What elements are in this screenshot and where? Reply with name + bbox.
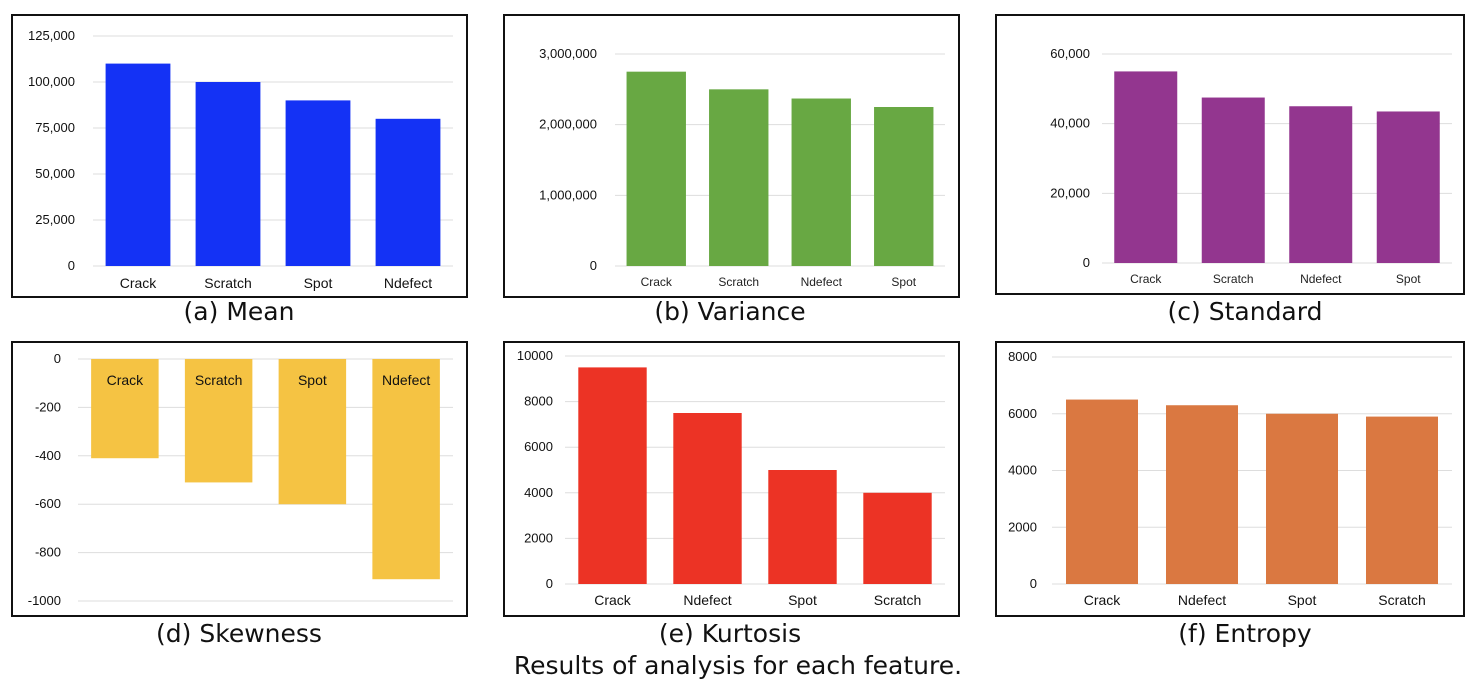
x-category-label: Ndefect <box>801 275 843 289</box>
y-tick-label: 0 <box>54 351 61 366</box>
x-category-label: Scratch <box>1378 592 1425 608</box>
caption-kurtosis: (e) Kurtosis <box>658 619 802 648</box>
y-tick-label: 0 <box>1083 255 1090 270</box>
y-tick-label: 60,000 <box>1050 46 1090 61</box>
bar <box>1114 71 1178 263</box>
chart-standard-panel: 0 20,000 40,000 60,000 Crack Scratch Ndefect Sp… <box>995 14 1465 295</box>
y-tick-label: 0 <box>590 258 597 273</box>
x-category-label: Spot <box>304 275 333 291</box>
y-tick-label: 75,000 <box>35 120 75 135</box>
y-tick-label: 4000 <box>1008 463 1037 478</box>
bar <box>1066 399 1138 584</box>
x-category-label: Scratch <box>204 275 251 291</box>
caption-variance: (b) Variance <box>654 297 806 326</box>
chart-entropy-panel: 0 2000 4000 6000 8000 Crack Ndefect Spot Scratch <box>995 341 1465 617</box>
bar <box>874 107 934 266</box>
x-category-label: Ndefect <box>384 275 432 291</box>
y-tick-label: 8000 <box>524 394 553 409</box>
y-tick-label: -800 <box>35 545 61 560</box>
bar <box>709 89 769 266</box>
y-tick-label: -1000 <box>28 593 61 608</box>
x-category-label: Spot <box>1288 592 1317 608</box>
bar <box>372 359 440 580</box>
chart-standard: 0 20,000 40,000 60,000 Crack Scratch Ndefect Sp… <box>1050 46 1452 286</box>
bar <box>1366 416 1438 584</box>
bar <box>105 63 171 266</box>
y-tick-label: 2000 <box>524 530 553 545</box>
x-category-label: Ndefect <box>382 372 430 388</box>
caption-mean: (a) Mean <box>183 297 295 326</box>
y-tick-label: 6000 <box>524 439 553 454</box>
x-category-label: Ndefect <box>683 592 731 608</box>
x-category-label: Crack <box>594 592 632 608</box>
bar <box>278 359 347 505</box>
bar <box>1166 405 1238 584</box>
chart-variance-panel: 0 1,000,000 2,000,000 3,000,000 Crack Scratch… <box>503 14 960 298</box>
bar <box>673 413 742 584</box>
bar <box>1376 111 1440 263</box>
y-tick-label: 3,000,000 <box>539 46 597 61</box>
y-tick-label: 50,000 <box>35 166 75 181</box>
x-category-label: Scratch <box>718 275 759 289</box>
x-category-label: Crack <box>1130 272 1162 286</box>
caption-entropy: (f) Entropy <box>1178 619 1312 648</box>
chart-mean: 0 25,000 50,000 75,000 100,000 125,000 Crack Sc… <box>28 28 453 291</box>
y-tick-label: 125,000 <box>28 28 75 43</box>
x-category-label: Crack <box>641 275 673 289</box>
y-tick-label: 8000 <box>1008 349 1037 364</box>
bar <box>578 367 647 584</box>
y-tick-label: 0 <box>68 258 75 273</box>
x-category-label: Crack <box>120 275 158 291</box>
bar <box>1201 97 1265 264</box>
caption-skewness: (d) Skewness <box>156 619 322 648</box>
x-category-label: Scratch <box>1213 272 1254 286</box>
x-category-label: Spot <box>1396 272 1421 286</box>
bar <box>768 470 837 584</box>
chart-variance: 0 1,000,000 2,000,000 3,000,000 Crack Scratch… <box>539 46 945 289</box>
chart-skewness-panel: 0 -200 -400 -600 -800 -1000 Crack Scratch Spot Nd… <box>11 341 468 617</box>
y-tick-label: 10000 <box>517 348 553 363</box>
x-category-label: Crack <box>107 372 145 388</box>
bar <box>863 492 932 584</box>
y-tick-label: -200 <box>35 399 61 414</box>
y-tick-label: 100,000 <box>28 74 75 89</box>
y-tick-label: -600 <box>35 496 61 511</box>
bar <box>375 118 441 266</box>
x-category-label: Scratch <box>874 592 921 608</box>
bar <box>1289 106 1353 263</box>
bar <box>195 82 261 266</box>
y-tick-label: 25,000 <box>35 212 75 227</box>
y-tick-label: 2000 <box>1008 519 1037 534</box>
y-tick-label: 40,000 <box>1050 116 1090 131</box>
x-category-label: Crack <box>1084 592 1122 608</box>
y-tick-label: 6000 <box>1008 406 1037 421</box>
bar <box>91 359 159 459</box>
x-category-label: Spot <box>891 275 916 289</box>
bar <box>791 98 851 267</box>
bar <box>184 359 253 483</box>
y-tick-label: 2,000,000 <box>539 117 597 132</box>
bar <box>626 71 686 266</box>
y-tick-label: 0 <box>546 576 553 591</box>
x-category-label: Ndefect <box>1300 272 1342 286</box>
y-tick-label: 1,000,000 <box>539 187 597 202</box>
bar <box>1266 413 1338 584</box>
caption-standard: (c) Standard <box>1167 297 1323 326</box>
figure-caption: Results of analysis for each feature. <box>513 651 963 680</box>
chart-skewness: 0 -200 -400 -600 -800 -1000 Crack Scratch Spot Nd… <box>28 351 453 608</box>
bar <box>285 100 351 267</box>
chart-kurtosis: 0 2000 4000 6000 8000 10000 Crack Ndefect Spot Sc… <box>517 348 945 608</box>
chart-kurtosis-panel: 0 2000 4000 6000 8000 10000 Crack Ndefect Spot Sc… <box>503 341 960 617</box>
x-category-label: Scratch <box>195 372 242 388</box>
chart-mean-panel: 0 25,000 50,000 75,000 100,000 125,000 Crack Sc… <box>11 14 468 298</box>
x-category-label: Spot <box>788 592 817 608</box>
y-tick-label: 20,000 <box>1050 185 1090 200</box>
y-tick-label: -400 <box>35 448 61 463</box>
y-tick-label: 4000 <box>524 485 553 500</box>
x-category-label: Ndefect <box>1178 592 1226 608</box>
chart-entropy: 0 2000 4000 6000 8000 Crack Ndefect Spot Scratch <box>1008 349 1452 608</box>
x-category-label: Spot <box>298 372 327 388</box>
y-tick-label: 0 <box>1030 576 1037 591</box>
